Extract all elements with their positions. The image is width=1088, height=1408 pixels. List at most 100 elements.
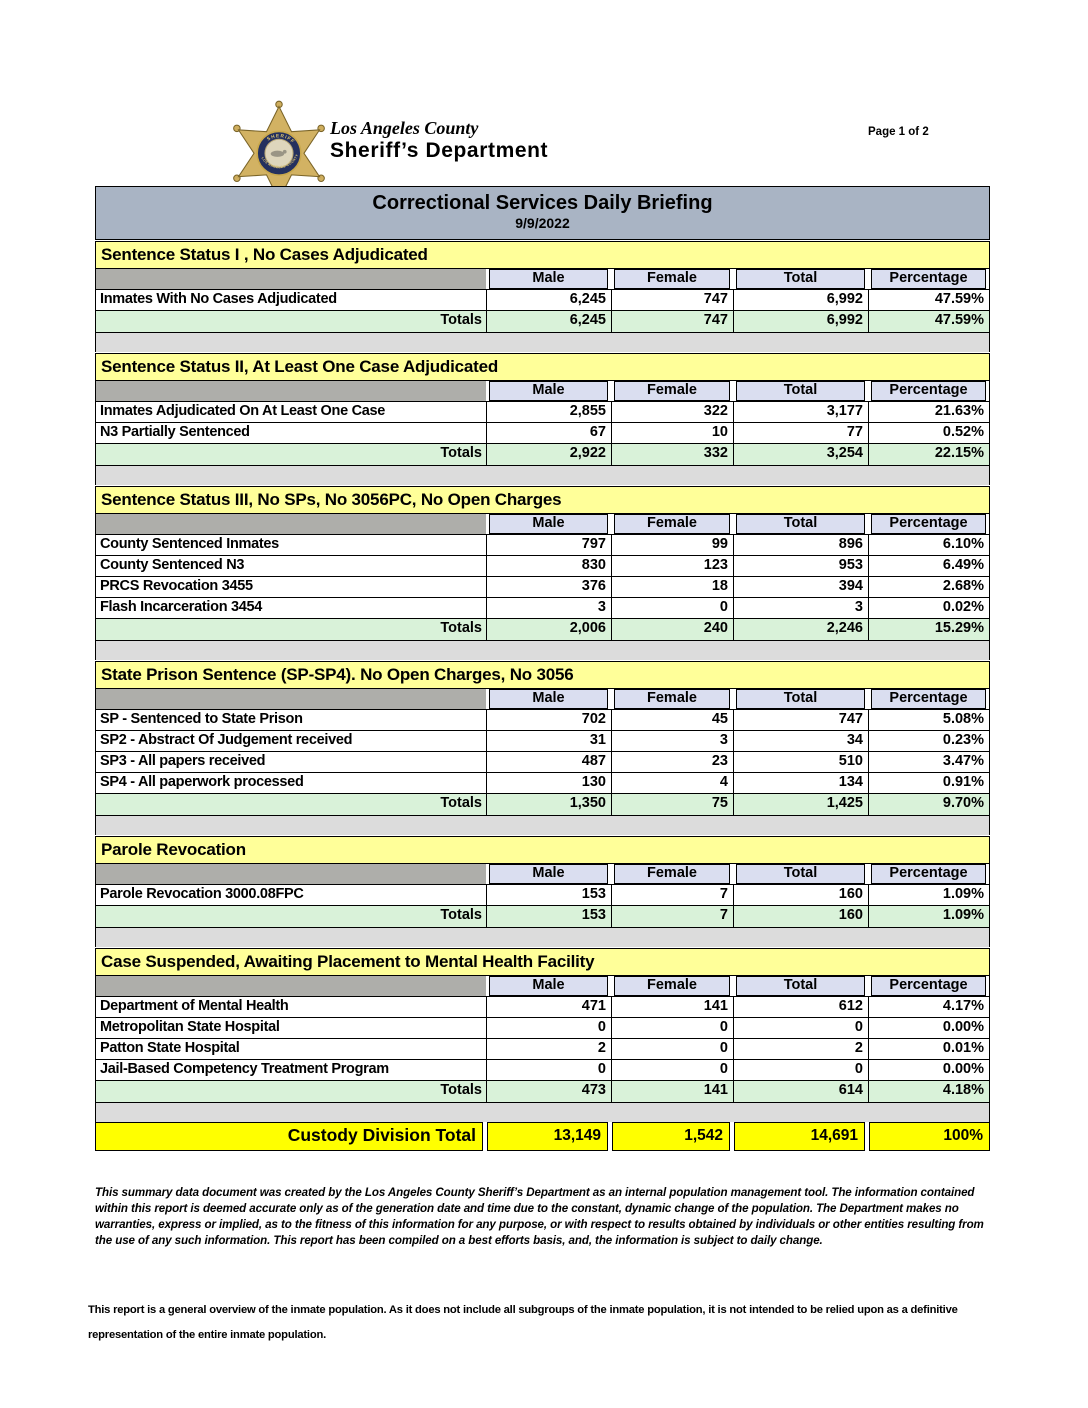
totals-label: Totals [440, 620, 482, 636]
cell-female: 0 [611, 598, 733, 618]
agency-name: Los Angeles County Sheriff’s Department [330, 118, 548, 163]
cell-female: 45 [611, 710, 733, 730]
cell-total: 953 [733, 556, 868, 576]
column-header-spacer [96, 976, 486, 996]
column-header-percentage: Percentage [871, 514, 986, 534]
cell-female: 0 [611, 1039, 733, 1059]
cell-male: 130 [486, 773, 611, 793]
report-date: 9/9/2022 [515, 215, 570, 231]
cell-male: 0 [486, 1018, 611, 1038]
cell-male: 471 [486, 997, 611, 1017]
cell-pct: 6.49% [868, 556, 989, 576]
totals-pct: 15.29% [868, 619, 989, 640]
cell-pct: 5.08% [868, 710, 989, 730]
column-header-percentage: Percentage [871, 976, 986, 996]
cell-female: 3 [611, 731, 733, 751]
cell-total: 0 [733, 1060, 868, 1080]
column-header-percentage: Percentage [871, 864, 986, 884]
totals-total: 160 [733, 906, 868, 927]
table-row: SP2 - Abstract Of Judgement received 31 3 3… [96, 731, 989, 752]
row-label: SP - Sentenced to State Prison [100, 711, 303, 727]
cell-total: 0 [733, 1018, 868, 1038]
grand-total-row: Custody Division Total 13,149 1,542 14,6… [95, 1122, 990, 1151]
footnote-text: This report is a general overview of the… [88, 1304, 958, 1341]
cell-male: 702 [486, 710, 611, 730]
cell-total: 160 [733, 885, 868, 905]
grand-total-total: 14,691 [734, 1122, 865, 1151]
column-header-percentage: Percentage [871, 689, 986, 709]
cell-total: 510 [733, 752, 868, 772]
column-header-total: Total [736, 381, 865, 401]
column-header-female: Female [614, 689, 730, 709]
column-header-male: Male [489, 269, 608, 289]
cell-pct: 0.01% [868, 1039, 989, 1059]
column-header-row: Male Female Total Percentage [96, 976, 989, 997]
column-header-row: Male Female Total Percentage [96, 864, 989, 885]
table-row: Inmates Adjudicated On At Least One Case… [96, 402, 989, 423]
column-header-spacer [96, 689, 486, 709]
column-header-row: Male Female Total Percentage [96, 514, 989, 535]
totals-male: 6,245 [486, 311, 611, 332]
row-label: Jail-Based Competency Treatment Program [100, 1061, 389, 1077]
totals-pct: 22.15% [868, 444, 989, 465]
totals-row: Totals 1,350 75 1,425 9.70% [96, 794, 989, 815]
report-section: Parole Revocation Male Female Total Percenta… [95, 836, 990, 928]
totals-total: 1,425 [733, 794, 868, 815]
row-label: County Sentenced Inmates [100, 536, 279, 552]
cell-male: 6,245 [486, 290, 611, 310]
section-spacer [95, 641, 990, 660]
report-section: Sentence Status II, At Least One Case Ad… [95, 353, 990, 466]
table-row: Inmates With No Cases Adjudicated 6,245 74… [96, 290, 989, 311]
cell-pct: 3.47% [868, 752, 989, 772]
column-header-female: Female [614, 381, 730, 401]
totals-label: Totals [440, 795, 482, 811]
section-spacer [95, 333, 990, 352]
column-header-spacer [96, 381, 486, 401]
row-label: SP3 - All papers received [100, 753, 266, 769]
section-title: Sentence Status II, At Least One Case Ad… [96, 354, 989, 381]
column-header-female: Female [614, 514, 730, 534]
totals-row: Totals 153 7 160 1.09% [96, 906, 989, 927]
cell-female: 322 [611, 402, 733, 422]
totals-label: Totals [440, 312, 482, 328]
column-header-row: Male Female Total Percentage [96, 381, 989, 402]
table-row: County Sentenced Inmates 797 99 896 6.10% [96, 535, 989, 556]
report-title-bar: Correctional Services Daily Briefing 9/9… [95, 186, 990, 240]
column-header-total: Total [736, 689, 865, 709]
totals-total: 614 [733, 1081, 868, 1102]
column-header-percentage: Percentage [871, 381, 986, 401]
cell-male: 830 [486, 556, 611, 576]
column-header-male: Male [489, 689, 608, 709]
report-title: Correctional Services Daily Briefing [372, 192, 713, 214]
totals-row: Totals 2,006 240 2,246 15.29% [96, 619, 989, 640]
column-header-male: Male [489, 381, 608, 401]
cell-male: 2 [486, 1039, 611, 1059]
cell-male: 2,855 [486, 402, 611, 422]
totals-pct: 47.59% [868, 311, 989, 332]
report-body: Correctional Services Daily Briefing 9/9… [95, 186, 990, 1151]
totals-pct: 1.09% [868, 906, 989, 927]
row-label: Metropolitan State Hospital [100, 1019, 280, 1035]
agency-line1: Los Angeles County [330, 118, 479, 138]
totals-male: 153 [486, 906, 611, 927]
row-label: Inmates Adjudicated On At Least One Case [100, 403, 386, 419]
cell-female: 18 [611, 577, 733, 597]
cell-male: 487 [486, 752, 611, 772]
totals-row: Totals 473 141 614 4.18% [96, 1081, 989, 1102]
cell-total: 34 [733, 731, 868, 751]
cell-pct: 6.10% [868, 535, 989, 555]
totals-female: 141 [611, 1081, 733, 1102]
cell-total: 2 [733, 1039, 868, 1059]
row-label: N3 Partially Sentenced [100, 424, 250, 440]
cell-total: 3,177 [733, 402, 868, 422]
row-label: SP2 - Abstract Of Judgement received [100, 732, 353, 748]
table-row: Metropolitan State Hospital 0 0 0 0.00% [96, 1018, 989, 1039]
totals-male: 1,350 [486, 794, 611, 815]
section-spacer [95, 816, 990, 835]
cell-male: 3 [486, 598, 611, 618]
cell-total: 896 [733, 535, 868, 555]
cell-male: 31 [486, 731, 611, 751]
grand-total-label: Custody Division Total [95, 1122, 483, 1151]
section-title: Sentence Status III, No SPs, No 3056PC, … [96, 487, 989, 514]
column-header-total: Total [736, 976, 865, 996]
